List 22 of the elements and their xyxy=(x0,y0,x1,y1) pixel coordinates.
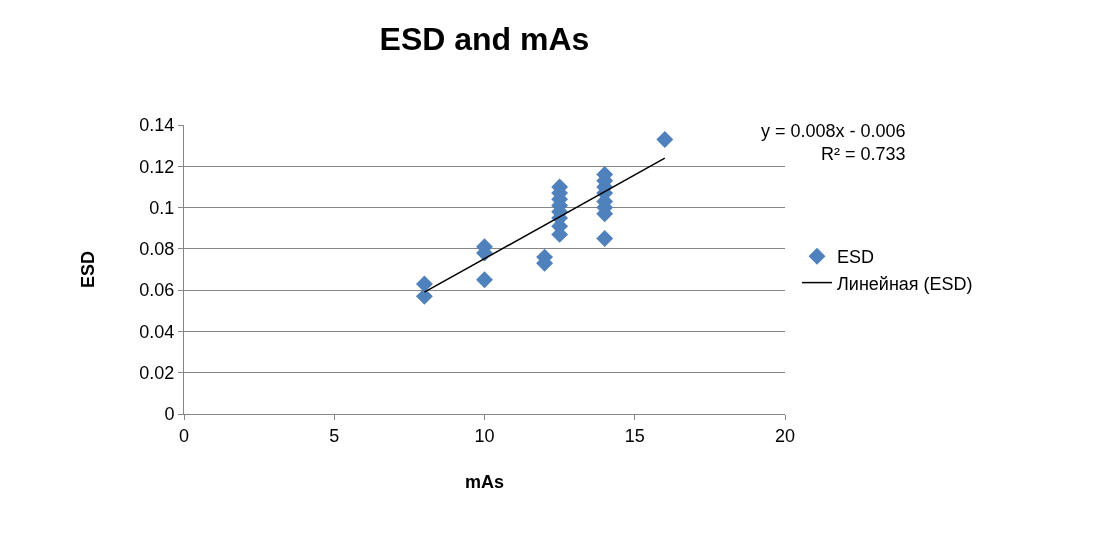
x-tick-label: 20 xyxy=(774,425,796,446)
y-tick-label: 0.1 xyxy=(149,197,175,218)
y-tick-label: 0.04 xyxy=(139,321,175,342)
y-tick-label: 0 xyxy=(164,404,175,425)
x-tick-label: 5 xyxy=(329,425,340,446)
annotation: y = 0.008x - 0.006 R² = 0.733 xyxy=(761,121,906,165)
y-tick-label: 0.08 xyxy=(139,239,175,260)
point xyxy=(476,271,493,289)
y-tick-label: 0.02 xyxy=(139,363,175,384)
legend-label: ESD xyxy=(837,247,875,268)
point xyxy=(656,131,674,148)
y-tick-label: 0.12 xyxy=(139,156,175,177)
chart-title: ESD and mAs xyxy=(379,20,590,57)
x-tick-label: 0 xyxy=(178,425,190,446)
y-tick-label: 0.14 xyxy=(139,115,175,136)
x-tick-label: 15 xyxy=(624,425,645,446)
y-tick-label: 0.06 xyxy=(139,280,175,301)
y-axis-title: ESD xyxy=(77,250,98,289)
x-tick-label: 10 xyxy=(474,425,495,446)
point xyxy=(596,230,614,247)
x-axis-title: mAs xyxy=(464,471,505,492)
legend-label: Линейная (ESD) xyxy=(837,273,973,294)
